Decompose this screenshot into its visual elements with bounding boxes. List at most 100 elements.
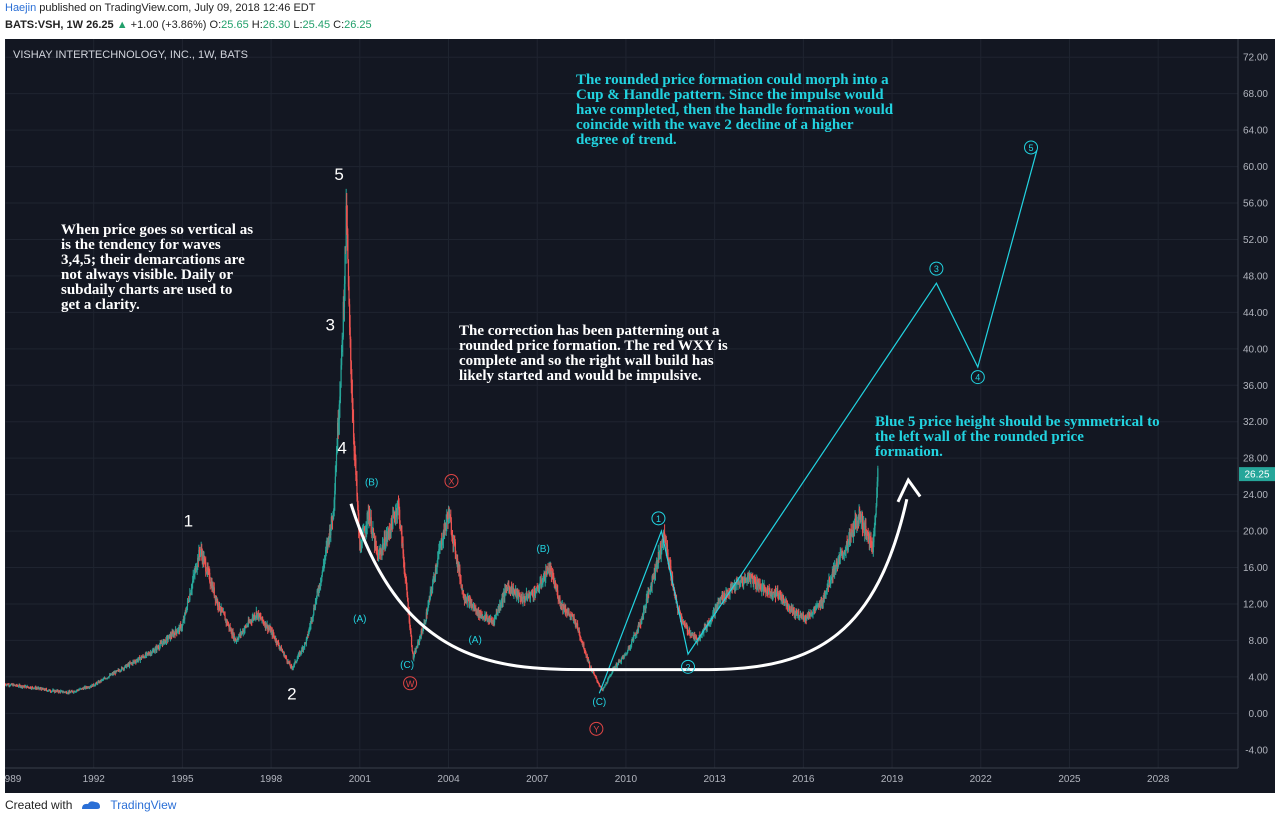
candle-body (416, 646, 418, 648)
candle-body (41, 688, 44, 690)
candle-body (620, 658, 622, 662)
candle-body (226, 620, 228, 625)
candle-body (777, 591, 779, 594)
candle-body (27, 686, 29, 688)
candle-body (201, 549, 203, 555)
candle-body (743, 580, 745, 584)
candle-body (556, 589, 558, 591)
candle-body (493, 617, 496, 623)
candle-body (472, 604, 474, 608)
x-tick-label: 1992 (83, 774, 106, 785)
candle-body (331, 516, 333, 521)
candle-body (302, 646, 305, 650)
candle-body (97, 682, 99, 684)
candle-body (360, 544, 362, 549)
candle-body (695, 637, 698, 639)
x-tick-label: 2013 (704, 774, 727, 785)
candle-body (500, 603, 503, 605)
candle-body (9, 685, 11, 687)
candle-body (159, 645, 161, 649)
wave-label-cyan: (B) (536, 544, 549, 555)
candle-body (106, 678, 108, 680)
candle-body (412, 653, 414, 659)
x-tick-label: 2016 (792, 774, 815, 785)
candle-body (371, 530, 373, 534)
candle-body (758, 584, 761, 589)
candle-body (627, 650, 629, 654)
candle-body (665, 538, 667, 545)
candle-body (684, 622, 686, 626)
candle-body (539, 581, 541, 587)
candle-body (403, 560, 405, 570)
candle-body (11, 683, 13, 685)
candle-body (575, 625, 578, 627)
candle-body (247, 620, 249, 626)
candle-body (348, 304, 351, 328)
candle-body (93, 684, 95, 686)
candle-body (645, 598, 648, 605)
candle-body (621, 657, 624, 659)
candle-body (681, 615, 683, 621)
candle-body (772, 591, 774, 595)
y-tick-label: 32.00 (1243, 417, 1268, 428)
candle-body (717, 602, 719, 607)
candle-body (575, 619, 577, 626)
candle-body (428, 598, 430, 603)
candle-body (376, 548, 378, 554)
candle-body (462, 590, 464, 598)
candle-body (602, 688, 604, 690)
candle-body (565, 608, 567, 613)
price-chart[interactable]: 72.0068.0064.0060.0056.0052.0048.0044.00… (5, 39, 1275, 793)
candle-body (108, 676, 110, 678)
candle-body (856, 523, 858, 526)
y-tick-label: 20.00 (1243, 527, 1268, 538)
candle-body (435, 567, 438, 571)
candle-body (145, 652, 148, 656)
candle-body (822, 597, 824, 604)
candle-body (406, 586, 408, 596)
candle-body (455, 553, 457, 558)
tradingview-link[interactable]: TradingView (110, 798, 177, 812)
candle-body (391, 519, 393, 524)
candle-body (592, 671, 595, 673)
candle-body (29, 686, 32, 689)
candle-body (354, 453, 356, 459)
candle-body (141, 657, 143, 659)
candle-body (828, 578, 831, 585)
candle-body (875, 506, 877, 515)
candle-body (848, 538, 850, 543)
candle-body (536, 586, 538, 593)
candle-body (851, 529, 853, 537)
candle-body (826, 588, 828, 591)
candle-body (682, 620, 684, 623)
candle-body (448, 508, 450, 519)
candle-body (349, 327, 351, 340)
candle-body (40, 688, 42, 690)
candle-body (620, 661, 622, 663)
candle-body (537, 586, 539, 590)
candle-body (541, 584, 543, 586)
candle-body (289, 662, 291, 666)
candle-body (28, 687, 31, 689)
candle-body (196, 566, 198, 570)
candle-body (203, 558, 205, 563)
candle-body (35, 686, 37, 689)
candle-body (661, 540, 663, 544)
candle-body (610, 674, 612, 676)
candle-body (154, 648, 156, 651)
candle-body (823, 597, 825, 599)
author-link[interactable]: Haejin (5, 2, 37, 14)
candle-body (685, 625, 687, 628)
candle-body (126, 665, 128, 668)
candle-body (234, 637, 236, 641)
candle-body (463, 597, 465, 599)
candle-body (761, 585, 764, 590)
candle-body (417, 641, 419, 647)
candle-body (194, 569, 196, 575)
chart-area[interactable]: 72.00 68.00 64.00 60.00 56.00 52.00 48.00 44.00… (5, 39, 1275, 793)
candle-body (352, 409, 354, 421)
candle-body (341, 340, 343, 346)
candle-body (276, 641, 278, 644)
candle-body (334, 490, 336, 500)
candle-body (368, 514, 371, 524)
